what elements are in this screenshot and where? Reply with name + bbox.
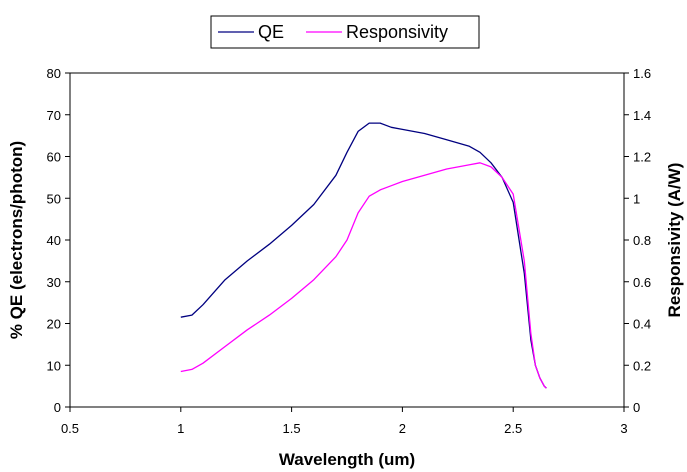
series-group xyxy=(180,122,547,389)
y-tick-label: 20 xyxy=(47,317,61,332)
y-tick-label: 60 xyxy=(47,150,61,165)
y2-tick-label: 1.2 xyxy=(633,150,651,165)
legend-label-qe: QE xyxy=(258,22,284,42)
y-tick-label: 30 xyxy=(47,275,61,290)
x-tick-label: 2 xyxy=(399,421,406,436)
y2-tick-label: 0.6 xyxy=(633,275,651,290)
x-tick-label: 1.5 xyxy=(283,421,301,436)
y-tick-label: 0 xyxy=(54,400,61,415)
x-tick-label: 2.5 xyxy=(504,421,522,436)
y2-tick-label: 0 xyxy=(633,400,640,415)
y2-tick-label: 0.4 xyxy=(633,317,651,332)
series-line-responsivity xyxy=(180,162,547,389)
y-axis-ticks: 0 10 20 30 40 50 60 70 80 xyxy=(47,66,70,415)
series-line-qe xyxy=(180,122,547,389)
y-axis-title: % QE (electrons/photon) xyxy=(7,141,26,339)
y-tick-label: 10 xyxy=(47,358,61,373)
y2-tick-label: 0.2 xyxy=(633,358,651,373)
legend: QE Responsivity xyxy=(210,15,480,49)
x-axis-title: Wavelength (um) xyxy=(279,450,415,469)
x-tick-label: 0.5 xyxy=(61,421,79,436)
legend-label-responsivity: Responsivity xyxy=(346,22,448,42)
y2-axis-ticks: 0 0.2 0.4 0.6 0.8 1 1.2 1.4 1.6 xyxy=(624,66,651,415)
x-tick-label: 1 xyxy=(177,421,184,436)
x-tick-label: 3 xyxy=(620,421,627,436)
y-tick-label: 40 xyxy=(47,233,61,248)
y-tick-label: 70 xyxy=(47,108,61,123)
y2-tick-label: 1.4 xyxy=(633,108,651,123)
x-axis-ticks: 0.5 1 1.5 2 2.5 3 xyxy=(61,407,628,436)
y2-axis-title: Responsivity (A/W) xyxy=(665,163,684,318)
y-tick-label: 50 xyxy=(47,191,61,206)
y-tick-label: 80 xyxy=(47,66,61,81)
legend-box xyxy=(210,15,480,49)
y2-tick-label: 0.8 xyxy=(633,233,651,248)
y2-tick-label: 1.6 xyxy=(633,66,651,81)
y2-tick-label: 1 xyxy=(633,191,640,206)
